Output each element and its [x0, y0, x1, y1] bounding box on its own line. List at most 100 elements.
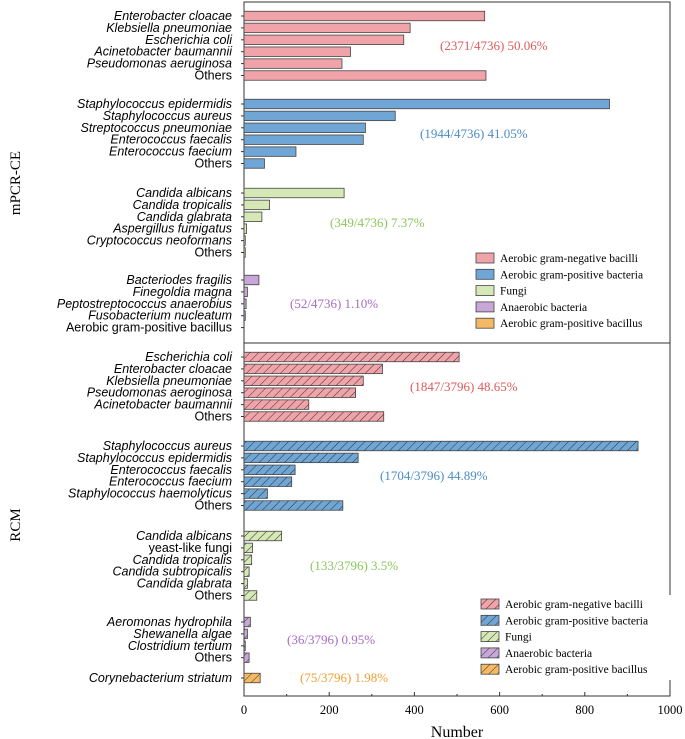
category-label: Others [194, 246, 232, 260]
category-label: Enterococcus faecalis [110, 463, 232, 477]
bar-hatch [244, 376, 364, 386]
bar [243, 286, 248, 298]
bar-hatch [244, 399, 309, 410]
category-label: Peptostreptococcus anaerobius [57, 297, 232, 311]
legend-label: Aerobic gram-positive bacillus [500, 318, 643, 330]
bar [243, 146, 297, 157]
bar-hatch [244, 465, 296, 475]
category-label: Escherichia coli [145, 33, 233, 47]
category-label: Candida subtropicalis [112, 565, 232, 579]
x-tick-label: 0 [241, 703, 247, 717]
category-label: Enterococcus faecalis [110, 133, 232, 147]
x-axis-label: Number [431, 724, 484, 739]
group-percentage-label: (1704/3796) 44.89% [380, 468, 488, 483]
bar [243, 211, 263, 222]
legend-label: Anaerobic bacteria [505, 648, 592, 660]
bar-hatch [244, 488, 268, 499]
bar [243, 274, 260, 286]
group-percentage-label: (75/3796) 1.98% [300, 670, 388, 685]
bar-hatch [244, 387, 356, 398]
category-label: Others [194, 589, 232, 603]
category-label: Staphylococcus haemolyticus [68, 487, 232, 501]
legend-swatch-hatch [481, 664, 499, 675]
legend-label: Aerobic gram-negative bacilli [505, 599, 643, 611]
category-label: Cryptococcus neoformans [87, 234, 232, 248]
legend-swatch-hatch [481, 599, 499, 609]
group-percentage-label: (133/3796) 3.5% [310, 558, 398, 573]
category-label: Aspergillus fumigatus [112, 222, 232, 236]
bar-hatch [244, 555, 252, 565]
bar [243, 310, 246, 321]
category-label: Staphylococcus epidermidis [77, 97, 232, 111]
legend-swatch-hatch [481, 647, 499, 658]
group-percentage-label: (52/4736) 1.10% [290, 296, 378, 311]
panel-title: mPCR-CE [8, 151, 24, 215]
bar-hatch [244, 364, 383, 374]
bar-hatch [244, 411, 384, 422]
category-label: Others [194, 499, 232, 513]
legend-background [472, 249, 666, 334]
bar [243, 158, 265, 169]
category-label: Enterobacter cloacae [114, 362, 232, 376]
category-label: Candida albicans [136, 529, 232, 543]
bar [243, 70, 487, 81]
bar [243, 58, 343, 69]
bar-hatch [244, 566, 250, 577]
x-tick-label: 1000 [658, 703, 683, 717]
category-label: Candida glabrata [137, 577, 232, 591]
bar [243, 46, 351, 57]
bar-hatch [244, 500, 343, 511]
group-percentage-label: (2371/4736) 50.06% [440, 38, 548, 53]
category-label: Klebsiella pneumoniae [106, 374, 232, 388]
group-percentage-label: (36/3796) 0.95% [287, 632, 375, 647]
bar-hatch [244, 441, 639, 451]
bar-hatch [244, 641, 246, 651]
category-label: Candida glabrata [137, 210, 232, 224]
bar [243, 22, 411, 34]
category-label: Candida tropicalis [133, 198, 232, 212]
bar-hatch [244, 531, 282, 541]
category-label: Others [194, 651, 232, 665]
bar [243, 34, 405, 45]
category-label: Klebsiella pneumoniae [106, 21, 232, 35]
legend-swatch [475, 252, 495, 264]
bar-hatch [244, 476, 292, 487]
bar-hatch [244, 652, 250, 663]
category-label: Shewanella algae [133, 627, 232, 641]
x-tick-label: 800 [575, 703, 594, 717]
category-label: Bacteriodes fragilis [126, 273, 232, 287]
bar-hatch [244, 673, 261, 683]
bar [243, 134, 364, 145]
category-label: Others [194, 69, 232, 83]
category-label: Staphylococcus aureus [103, 109, 232, 123]
bar [243, 98, 610, 110]
bar [243, 187, 345, 199]
bar [243, 235, 246, 246]
group-percentage-label: (349/4736) 7.37% [330, 215, 425, 230]
group-percentage-label: (1944/4736) 41.05% [420, 126, 528, 141]
bar-hatch [244, 617, 251, 627]
category-label: Others [194, 410, 232, 424]
category-label: Escherichia coli [145, 350, 233, 364]
category-label: Acinetobacter baumannii [93, 45, 233, 59]
legend-background [477, 595, 671, 680]
category-label: Enterococcus faecium [109, 475, 232, 489]
category-label: Enterococcus faecium [109, 145, 232, 159]
category-label: Pseudomonas aeroginosa [87, 386, 232, 400]
legend: Aerobic gram-negative bacilli Aerobic gra… [477, 595, 671, 680]
category-label: Fusobacterium nucleatum [88, 309, 232, 323]
legend: Aerobic gram-negative bacilli Aerobic gra… [472, 249, 666, 334]
category-label: Candida albicans [136, 186, 232, 200]
legend-label: Anaerobic bacteria [500, 302, 587, 314]
bar-hatch [244, 352, 460, 362]
category-label: Finegoldia magna [133, 285, 232, 299]
category-label: Staphylococcus epidermidis [77, 451, 232, 465]
bar [243, 122, 366, 133]
bar-hatch [244, 543, 253, 553]
legend-label: Aerobic gram-negative bacilli [500, 253, 638, 265]
panel-title: RCM [8, 508, 24, 541]
category-label: Staphylococcus aureus [103, 439, 232, 453]
legend-label: Aerobic gram-positive bacillus [505, 664, 648, 676]
group-percentage-label: (1847/3796) 48.65% [410, 379, 518, 394]
